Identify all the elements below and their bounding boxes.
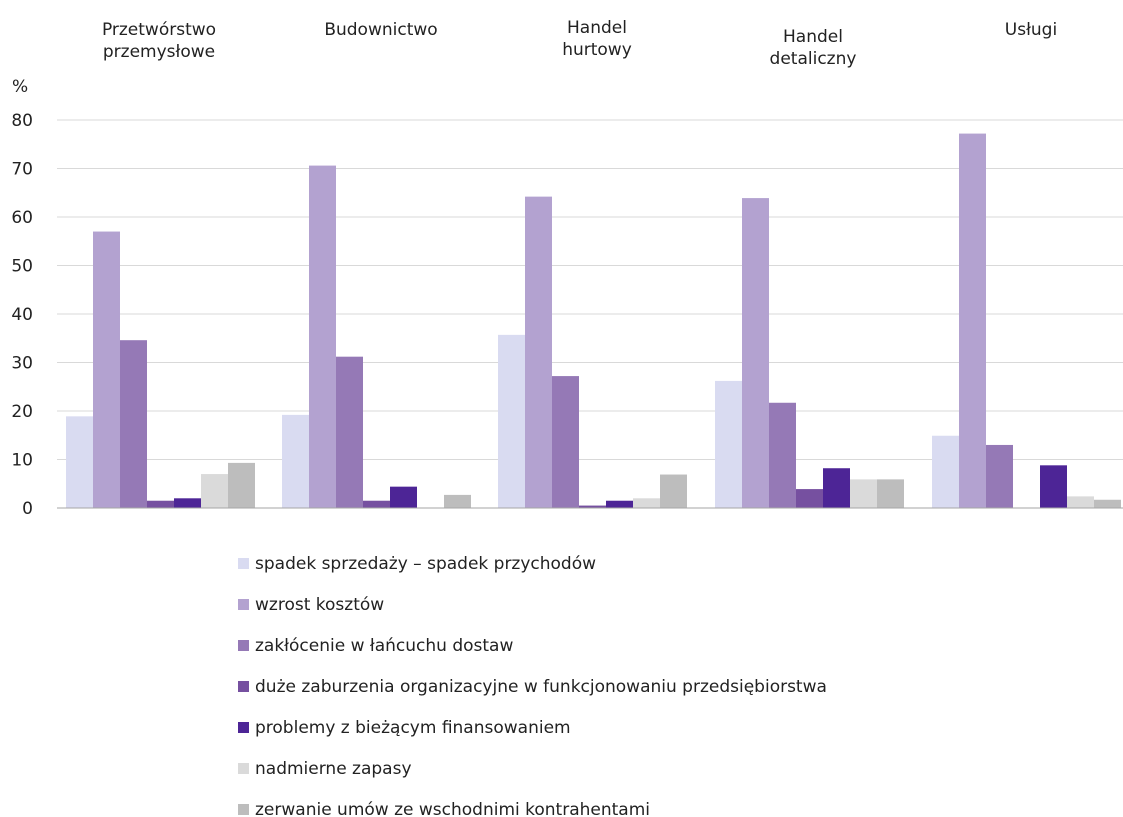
legend-swatch [238,763,249,774]
legend-swatch [238,599,249,610]
bar-3-5 [986,444,1013,508]
legend: spadek sprzedaży – spadek przychodów wzro… [238,554,827,817]
legend-label: zerwanie umów ze wschodnimi kontrahentam… [255,800,650,817]
legend-item: zerwanie umów ze wschodnimi kontrahentam… [238,800,650,817]
legend-label: wzrost kosztów [255,595,384,615]
category-label: Handel hurtowy [562,18,632,60]
y-tick-label: 70 [11,160,33,180]
category-label: Handel detaliczny [770,27,857,69]
bar-2-3 [525,196,552,508]
bar-5-3 [606,500,633,508]
legend-label: duże zaburzenia organizacyjne w funkcjon… [255,677,827,697]
bar-5-2 [390,486,417,508]
gridlines [57,119,1123,460]
legend-swatch [238,804,249,815]
y-tick-label: 40 [11,305,33,325]
bar-2-4 [742,198,769,508]
legend-swatch [238,640,249,651]
category-label: Przetwórstwo przemysłowe [102,20,216,62]
legend-swatch [238,722,249,733]
bar-1-1 [66,416,93,508]
bars [66,133,1121,509]
y-tick-label: 30 [11,354,33,374]
y-tick-label: 60 [11,208,33,228]
bar-2-5 [959,133,986,508]
legend-item: duże zaburzenia organizacyjne w funkcjon… [238,677,827,697]
bar-7-2 [444,494,471,508]
bar-1-5 [932,435,959,508]
legend-item: nadmierne zapasy [238,759,412,779]
bar-7-3 [660,474,687,508]
y-tick-label: 0 [22,499,33,519]
bar-1-2 [282,414,309,508]
bar-5-5 [1040,465,1067,508]
bar-1-4 [715,380,742,508]
bar-3-2 [336,356,363,508]
bar-5-4 [823,468,850,508]
y-axis-ticks: 0 10 20 30 40 50 60 70 80 [11,111,33,519]
bar-6-3 [633,498,660,508]
bar-2-1 [93,231,120,509]
bar-4-4 [796,489,823,508]
legend-swatch [238,681,249,692]
legend-label: zakłócenie w łańcuchu dostaw [255,636,513,656]
bar-6-5 [1067,496,1094,508]
category-label: Budownictwo [324,20,437,40]
legend-label: problemy z bieżącym finansowaniem [255,718,571,738]
bar-6-4 [850,479,877,508]
bar-7-4 [877,479,904,508]
legend-item: spadek sprzedaży – spadek przychodów [238,554,596,574]
legend-label: nadmierne zapasy [255,759,412,779]
bar-4-3 [579,505,606,508]
bar-2-2 [309,165,336,508]
y-tick-label: 80 [11,111,33,131]
y-axis-unit-label: % [12,77,28,97]
bar-1-3 [498,334,525,508]
bar-3-3 [552,376,579,508]
category-label: Usługi [1005,20,1057,40]
bar-5-1 [174,498,201,508]
category-labels: Przetwórstwo przemysłowe Budownictwo Handel… [102,18,1057,69]
bar-7-1 [228,462,255,508]
legend-label: spadek sprzedaży – spadek przychodów [255,554,596,574]
legend-item: wzrost kosztów [238,595,384,615]
y-tick-label: 20 [11,402,33,422]
legend-item: zakłócenie w łańcuchu dostaw [238,636,513,656]
bar-6-1 [201,474,228,508]
legend-item: problemy z bieżącym finansowaniem [238,718,571,738]
bar-7-5 [1094,499,1121,508]
bar-4-1 [147,500,174,508]
legend-swatch [238,558,249,569]
y-tick-label: 10 [11,451,33,471]
bar-3-4 [769,402,796,508]
y-tick-label: 50 [11,257,33,277]
bar-3-1 [120,340,147,508]
bar-4-2 [363,500,390,508]
